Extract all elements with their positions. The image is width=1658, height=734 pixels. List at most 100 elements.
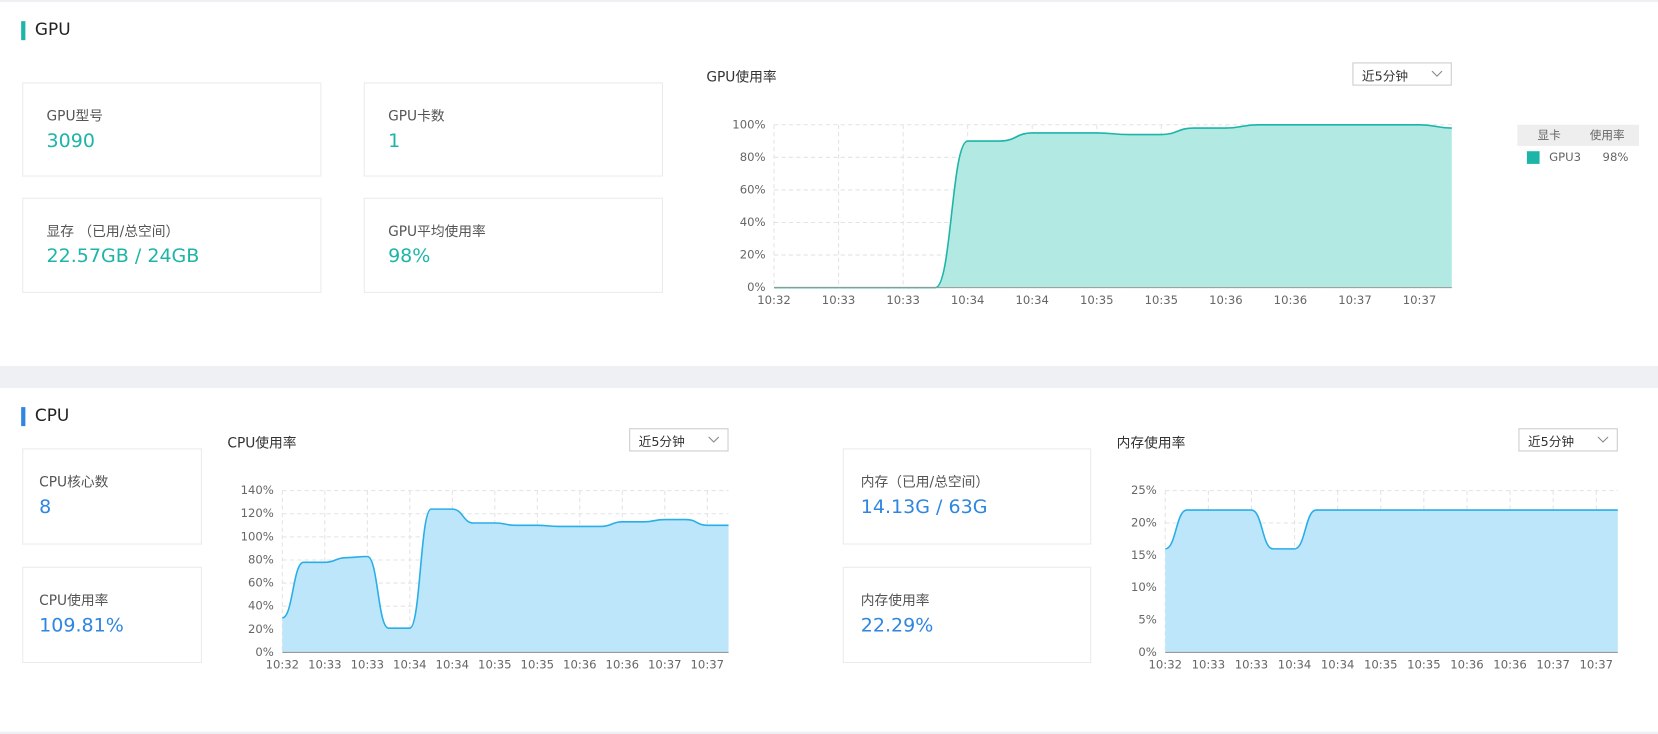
card-label: 内存（已用/总空间） [860, 474, 990, 491]
line [1164, 509, 1618, 550]
x-tick-label: 10:35 [1407, 658, 1441, 672]
x-tick-label: 10:37 [691, 658, 725, 672]
chevron [1597, 436, 1609, 443]
card-label: CPU核心数 [39, 474, 109, 491]
x-tick-label: 10:33 [886, 293, 920, 307]
info-card: CPU使用率 109.81% [22, 566, 202, 663]
y-tick-label: 80% [248, 552, 274, 566]
card-value: 14.13G / 63G [860, 495, 988, 519]
x-tick-label: 10:35 [521, 658, 555, 672]
y-tick-label: 5% [1138, 613, 1156, 627]
card-label: 显存 （已用/总空间） [46, 224, 180, 241]
x-tick-label: 10:35 [478, 658, 512, 672]
info-card: 内存使用率 22.29% [842, 566, 1092, 663]
section-marker [21, 407, 26, 427]
section-marker [21, 21, 26, 41]
x-tick-label: 10:37 [1403, 293, 1437, 307]
x-tick-label: 10:32 [1148, 658, 1182, 672]
card-value: 3090 [46, 130, 95, 153]
x-tick-label: 10:32 [757, 293, 791, 307]
x-tick-label: 10:36 [563, 658, 597, 672]
info-card: 显存 （已用/总空间） 22.57GB / 24GB [22, 197, 322, 293]
x-tick-label: 10:36 [1493, 658, 1527, 672]
line [281, 508, 729, 629]
y-tick-label: 20% [740, 248, 766, 262]
x-tick-label: 10:34 [1321, 658, 1355, 672]
x-tick-label: 10:35 [1364, 658, 1398, 672]
x-tick-label: 10:35 [1080, 293, 1114, 307]
x-tick-label: 10:36 [1209, 293, 1243, 307]
x-tick-label: 10:34 [951, 293, 985, 307]
x-tick-label: 10:36 [606, 658, 640, 672]
x-tick-label: 10:35 [1145, 293, 1179, 307]
info-card: 内存（已用/总空间） 14.13G / 63G [842, 448, 1092, 545]
info-card: GPU平均使用率 98% [363, 197, 663, 293]
x-tick-label: 10:33 [351, 658, 385, 672]
y-tick-label: 20% [248, 622, 274, 636]
chevron [708, 436, 720, 443]
x-tick-label: 10:37 [648, 658, 682, 672]
y-tick-label: 20% [1131, 515, 1157, 529]
x-tick-label: 10:36 [1450, 658, 1484, 672]
x-tick-label: 10:37 [1338, 293, 1372, 307]
y-tick-label: 0% [1138, 645, 1156, 659]
legend-value: 98% [1603, 150, 1629, 164]
y-tick-label: 40% [740, 215, 766, 229]
info-card: CPU核心数 8 [22, 448, 202, 545]
x-tick-label: 10:34 [393, 658, 427, 672]
chart-title: CPU使用率 [227, 435, 297, 452]
y-tick-label: 15% [1131, 548, 1157, 562]
range-dropdown[interactable]: 近5分钟 [1352, 62, 1452, 86]
range-dropdown[interactable]: 近5分钟 [1518, 428, 1618, 452]
area [1165, 510, 1618, 653]
y-tick-label: 100% [241, 529, 274, 543]
dropdown-text: 近5分钟 [638, 434, 685, 450]
y-tick-label: 0% [255, 645, 273, 659]
x-tick-label: 10:37 [1536, 658, 1570, 672]
y-tick-label: 100% [732, 117, 765, 131]
area [774, 124, 1452, 288]
y-tick-label: 80% [740, 150, 766, 164]
y-tick-label: 25% [1131, 483, 1157, 497]
dropdown-text: 近5分钟 [1361, 68, 1409, 84]
x-tick-label: 10:34 [436, 658, 470, 672]
y-tick-label: 60% [248, 576, 274, 590]
x-tick-label: 10:33 [1235, 658, 1269, 672]
y-tick-label: 40% [248, 599, 274, 613]
card-label: GPU平均使用率 [388, 224, 486, 241]
info-card: GPU型号 3090 [22, 82, 322, 177]
legend-header: 使用率 [1590, 128, 1625, 142]
card-value: 109.81% [39, 614, 124, 637]
x-tick-label: 10:34 [1278, 658, 1312, 672]
range-dropdown[interactable]: 近5分钟 [629, 428, 729, 452]
legend-header-bg [1517, 124, 1639, 146]
info-card: GPU卡数 1 [363, 82, 663, 177]
y-tick-label: 60% [740, 182, 766, 196]
legend-name: GPU3 [1549, 150, 1581, 164]
card-value: 1 [388, 130, 401, 153]
y-tick-label: 140% [241, 483, 274, 497]
card-value: 98% [388, 245, 431, 268]
chart-title: 内存使用率 [1116, 435, 1186, 452]
section-title: GPU [34, 19, 71, 40]
x-tick-label: 10:37 [1580, 658, 1614, 672]
x-tick-label: 10:32 [266, 658, 300, 672]
chart-title: GPU使用率 [706, 69, 777, 86]
y-tick-label: 10% [1131, 580, 1157, 594]
area [282, 509, 729, 653]
legend-header: 显卡 [1537, 128, 1561, 142]
card-label: GPU卡数 [388, 108, 445, 125]
y-tick-label: 120% [241, 506, 274, 520]
card-label: CPU使用率 [39, 593, 109, 610]
card-label: 内存使用率 [860, 593, 930, 610]
chevron [1431, 70, 1443, 77]
card-value: 8 [39, 495, 52, 519]
x-tick-label: 10:33 [1192, 658, 1226, 672]
section-title: CPU [34, 404, 70, 426]
card-value: 22.57GB / 24GB [46, 245, 200, 268]
card-label: GPU型号 [46, 108, 104, 125]
x-tick-label: 10:34 [1015, 293, 1049, 307]
legend-swatch [1526, 151, 1540, 164]
x-tick-label: 10:33 [822, 293, 856, 307]
